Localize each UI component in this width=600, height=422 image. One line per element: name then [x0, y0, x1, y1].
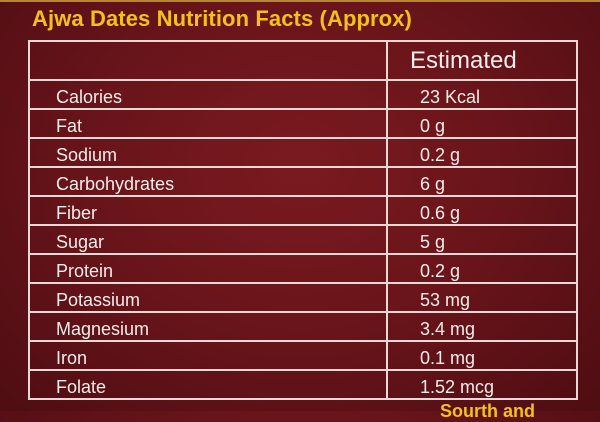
footer-text: Sourth and — [440, 401, 535, 421]
nutrient-name: Fat — [28, 108, 388, 139]
table-header-row: Estimated — [28, 40, 578, 81]
table-row: Protein 0.2 g — [28, 253, 578, 284]
top-divider — [0, 0, 600, 2]
table-row: Folate 1.52 mcg — [28, 369, 578, 400]
nutrient-name: Iron — [28, 340, 388, 371]
nutrient-value: 0.6 g — [386, 195, 578, 226]
nutrition-table: Estimated Calories 23 Kcal Fat 0 g Sodiu… — [28, 40, 578, 400]
table-row: Sugar 5 g — [28, 224, 578, 255]
nutrient-name: Folate — [28, 369, 388, 400]
table-row: Potassium 53 mg — [28, 282, 578, 313]
header-cell-nutrient — [28, 40, 388, 81]
nutrient-value: 1.52 mcg — [386, 369, 578, 400]
nutrient-name: Magnesium — [28, 311, 388, 342]
nutrient-name: Potassium — [28, 282, 388, 313]
nutrient-value: 3.4 mg — [386, 311, 578, 342]
table-row: Iron 0.1 mg — [28, 340, 578, 371]
nutrient-value: 0.2 g — [386, 137, 578, 168]
nutrient-value: 23 Kcal — [386, 79, 578, 110]
nutrient-name: Carbohydrates — [28, 166, 388, 197]
nutrient-value: 0.1 mg — [386, 340, 578, 371]
nutrient-value: 6 g — [386, 166, 578, 197]
nutrient-name: Calories — [28, 79, 388, 110]
table-row: Magnesium 3.4 mg — [28, 311, 578, 342]
nutrient-value: 5 g — [386, 224, 578, 255]
nutrient-value: 0 g — [386, 108, 578, 139]
nutrient-name: Fiber — [28, 195, 388, 226]
table-row: Fiber 0.6 g — [28, 195, 578, 226]
table-row: Carbohydrates 6 g — [28, 166, 578, 197]
page-title: Ajwa Dates Nutrition Facts (Approx) — [32, 6, 412, 31]
table-row: Calories 23 Kcal — [28, 79, 578, 110]
nutrient-name: Sodium — [28, 137, 388, 168]
nutrient-name: Sugar — [28, 224, 388, 255]
table-row: Sodium 0.2 g — [28, 137, 578, 168]
nutrient-name: Protein — [28, 253, 388, 284]
nutrient-value: 0.2 g — [386, 253, 578, 284]
header-cell-estimated: Estimated — [386, 40, 578, 81]
nutrient-value: 53 mg — [386, 282, 578, 313]
table-row: Fat 0 g — [28, 108, 578, 139]
